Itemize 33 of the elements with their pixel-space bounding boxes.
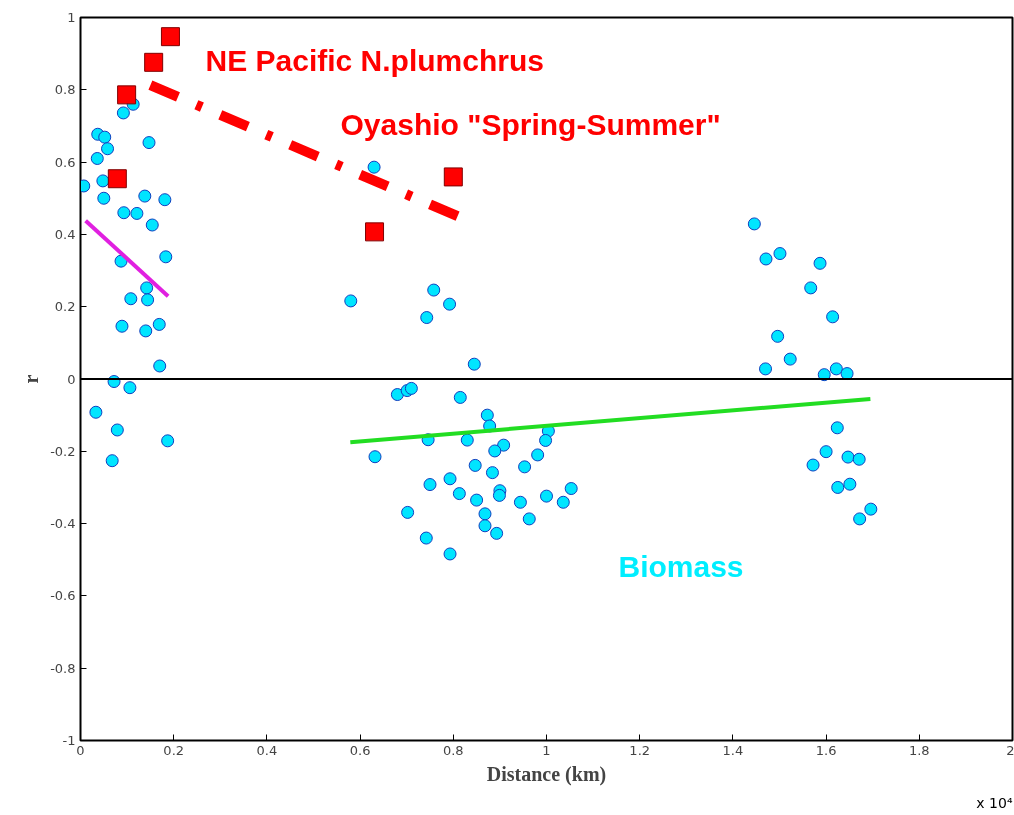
y-tick-label: -0.2 [50, 443, 76, 459]
y-tick-label: 0.4 [54, 226, 76, 242]
x-tick-label: 1.2 [629, 742, 651, 758]
y-tick-label: 0.2 [54, 299, 76, 315]
x-tick-label: 0.4 [256, 742, 278, 758]
annotation: Biomass [618, 549, 744, 583]
x-tick-label: 1.8 [908, 742, 930, 758]
y-tick-label: -0.6 [50, 588, 76, 604]
x-tick-label: 1 [542, 742, 551, 758]
y-axis-title: r [20, 374, 43, 384]
annotation: NE Pacific N.plumchrus [205, 43, 544, 77]
y-tick-label: -0.8 [50, 660, 76, 676]
y-tick-label: -0.4 [50, 516, 76, 532]
y-tick-label: -1 [62, 733, 76, 748]
y-tick-label: 0.6 [54, 154, 76, 170]
y-tick-label: 0 [67, 371, 76, 387]
point [365, 222, 385, 242]
x-tick-label: 0.8 [442, 742, 464, 758]
x-tick-label: 0.6 [349, 742, 371, 758]
x-axis-title: Distance (km) [486, 762, 607, 786]
annotation: Oyashio "Spring-Summer" [340, 107, 721, 141]
y-tick-label: 0.8 [54, 82, 76, 98]
text: x 10⁴ [976, 794, 1013, 811]
x-tick-label: 1.6 [815, 742, 837, 758]
x-tick-label: 0.2 [163, 742, 185, 758]
x-tick-label: 2 [1006, 742, 1014, 758]
y-tick-label: 1 [67, 10, 76, 25]
point [144, 52, 164, 72]
point [443, 167, 463, 187]
point [160, 27, 180, 47]
point [117, 85, 137, 105]
point [107, 169, 127, 189]
x-tick-label: 1.4 [722, 742, 744, 758]
